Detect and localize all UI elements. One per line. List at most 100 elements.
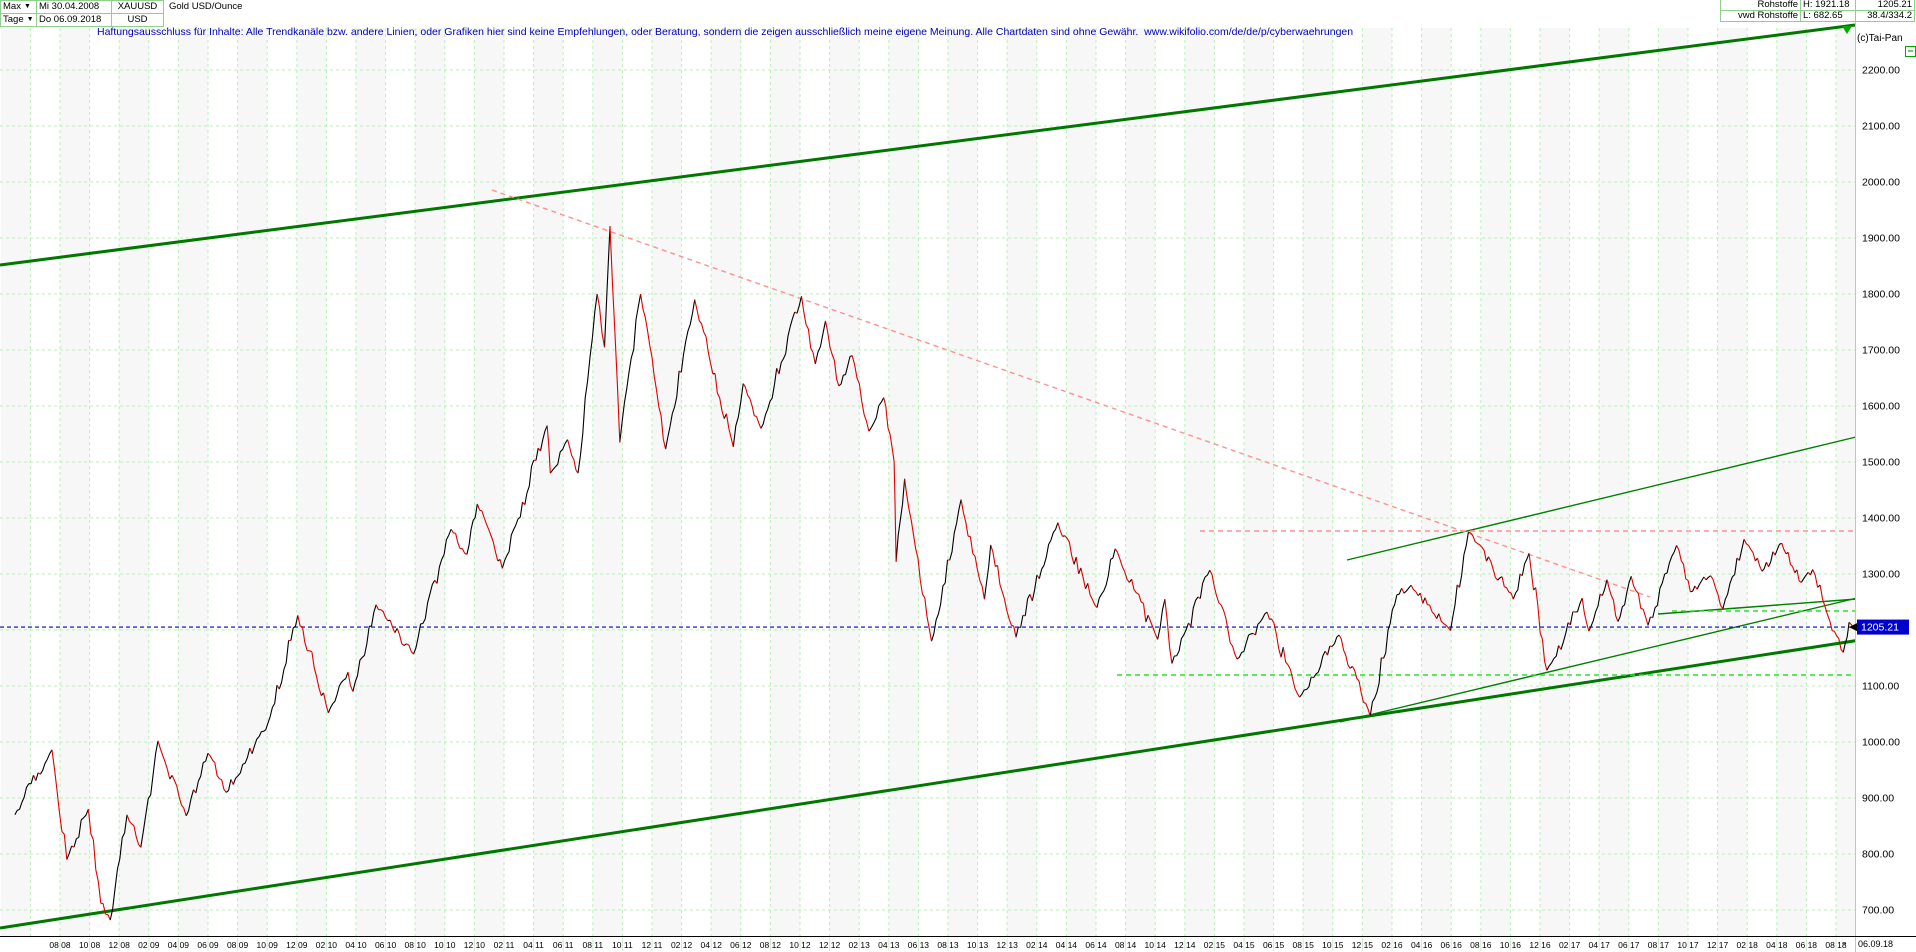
last-price-notch-icon <box>1849 623 1857 632</box>
timeframe-label: Tage <box>3 14 24 25</box>
month-band <box>1836 28 1855 936</box>
x-axis-label: 10 16 <box>1500 940 1522 950</box>
x-axis-label: 10 09 <box>257 940 279 950</box>
x-axis-label: 12 09 <box>286 940 308 950</box>
price-series-down <box>32 226 1854 921</box>
x-axis-label: 04 17 <box>1589 940 1611 950</box>
x-axis-label: 02 18 <box>1737 940 1759 950</box>
x-axis-label: 04 13 <box>878 940 900 950</box>
x-axis-label: 08 18 <box>1825 940 1847 950</box>
month-band <box>1125 28 1156 936</box>
info-feed-label: vwd Rohstoffe <box>1721 11 1801 22</box>
x-axis-label: 12 10 <box>464 940 486 950</box>
month-band <box>888 28 919 936</box>
month-band <box>652 28 682 936</box>
x-axis-label: 12 16 <box>1529 940 1551 950</box>
y-axis-label: 1000.00 <box>1862 737 1900 749</box>
month-band <box>1540 28 1570 936</box>
x-axis-label: 02 16 <box>1381 940 1403 950</box>
month-band <box>60 28 90 936</box>
month-band <box>770 28 800 936</box>
price-axis-bg <box>1856 0 1916 952</box>
start-date-field[interactable]: Mi 30.04.2008 <box>37 1 112 14</box>
x-axis-label: 10 10 <box>434 940 456 950</box>
x-axis-label: 02 17 <box>1559 940 1581 950</box>
x-axis-label: 06 14 <box>1085 940 1107 950</box>
x-axis-label: 08 13 <box>937 940 959 950</box>
x-axis-label: 12 08 <box>109 940 131 950</box>
month-band <box>1244 28 1274 936</box>
x-axis-label: 02 12 <box>671 940 693 950</box>
timeframe-dropdown[interactable]: Tage ▼ <box>1 14 37 27</box>
x-axis-label: 10 14 <box>1145 940 1167 950</box>
x-axis-label: 06 13 <box>908 940 930 950</box>
end-date-label: 06.09.18 <box>1858 939 1894 949</box>
y-axis-label: 2100.00 <box>1862 121 1900 133</box>
x-axis-label: 06 12 <box>730 940 752 950</box>
info-range: 38.4/334.2 <box>1856 11 1915 22</box>
month-band <box>711 28 741 936</box>
x-axis-label: 12 11 <box>642 940 663 950</box>
month-band <box>1421 28 1452 936</box>
upper-channel-trendline[interactable] <box>0 23 1856 267</box>
y-axis-label: 1900.00 <box>1862 233 1900 245</box>
copyright-label: (c)Tai-Pan <box>1857 33 1903 44</box>
y-axis-label: 1700.00 <box>1862 345 1900 357</box>
y-axis-label: 1800.00 <box>1862 289 1900 301</box>
x-axis-label: 06 10 <box>375 940 397 950</box>
x-axis-label: 08 16 <box>1470 940 1492 950</box>
y-axis-label: 1100.00 <box>1862 681 1899 693</box>
x-axis-label: 02 14 <box>1026 940 1048 950</box>
chart-header-left: Max ▼ Mi 30.04.2008 XAUUSD Tage ▼ Do 06.… <box>0 0 164 27</box>
x-axis-label: 08 17 <box>1648 940 1670 950</box>
month-band <box>533 28 564 936</box>
time-axis-bg <box>0 937 1916 952</box>
month-band <box>1599 28 1629 936</box>
x-axis-label: 06 09 <box>197 940 219 950</box>
downtrend-from-peak-trendline[interactable] <box>491 189 1651 598</box>
panel-toggle-button[interactable] <box>1905 46 1916 57</box>
last-price-tag <box>1857 619 1909 635</box>
chevron-down-icon: ▼ <box>26 16 34 23</box>
info-group-label: Rohstoffe <box>1721 0 1801 11</box>
month-band <box>1717 28 1748 936</box>
x-axis-label: 04 09 <box>168 940 190 950</box>
x-axis-label: 04 11 <box>523 940 544 950</box>
end-date-field[interactable]: Do 06.09.2018 <box>37 14 112 27</box>
chevron-down-icon: ▼ <box>23 3 31 10</box>
y-axis-label: 800.00 <box>1862 849 1894 861</box>
month-band <box>1658 28 1688 936</box>
x-axis-label: 06 16 <box>1441 940 1463 950</box>
month-band <box>829 28 860 936</box>
y-axis-label: 1500.00 <box>1862 457 1900 469</box>
lower-channel-trendline[interactable] <box>0 638 1861 930</box>
wedge-lower-trendline[interactable] <box>1339 597 1858 723</box>
info-low: L: 682.65 <box>1801 11 1856 22</box>
x-axis-label: 10 17 <box>1677 940 1699 950</box>
price-series-up <box>14 226 1850 921</box>
month-band <box>1362 28 1392 936</box>
x-axis-label: 10 13 <box>967 940 989 950</box>
month-band <box>1303 28 1333 936</box>
wedge-upper-trendline[interactable] <box>1346 436 1857 561</box>
x-axis-label: 06 18 <box>1796 940 1818 950</box>
trendline-end-marker-icon <box>1842 26 1852 34</box>
x-axis-label: 04 15 <box>1233 940 1255 950</box>
x-axis-label: 08 09 <box>227 940 249 950</box>
x-axis-label: 06 17 <box>1618 940 1640 950</box>
y-axis-label: 900.00 <box>1862 793 1894 805</box>
x-axis-label: 02 10 <box>316 940 338 950</box>
month-band <box>1776 28 1807 936</box>
month-band <box>474 28 504 936</box>
x-axis-label: 02 09 <box>138 940 160 950</box>
month-band <box>296 28 327 936</box>
x-axis-label: 04 18 <box>1766 940 1788 950</box>
x-axis-label: 06 11 <box>553 940 574 950</box>
x-axis-label: 04 10 <box>345 940 367 950</box>
last-price-tag-value: 1205.21 <box>1861 622 1899 634</box>
month-band <box>119 28 149 936</box>
period-dropdown[interactable]: Max ▼ <box>1 1 37 14</box>
month-band <box>592 28 623 936</box>
info-high: H: 1921.18 <box>1801 0 1856 11</box>
